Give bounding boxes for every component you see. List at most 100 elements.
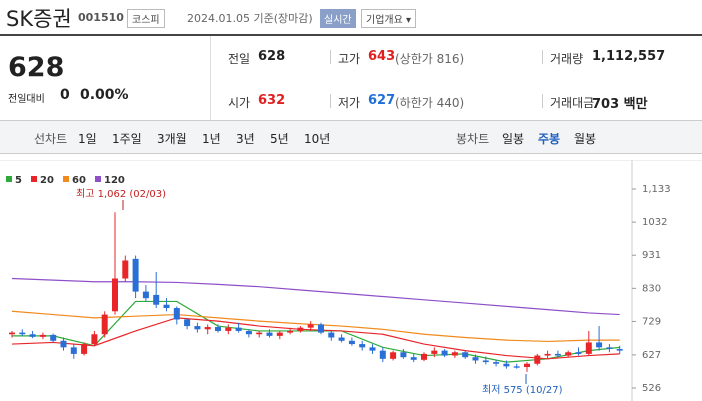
candle-body [390, 352, 397, 359]
company-button[interactable]: 기업개요 ▾ [361, 9, 416, 28]
candle-body [482, 360, 489, 363]
candle-body [534, 355, 541, 364]
candle-body [328, 332, 335, 338]
candle-body [410, 357, 417, 360]
change-pct: 0.00% [80, 87, 129, 103]
candle-body [318, 324, 324, 333]
tab[interactable]: 월봉 [574, 132, 597, 146]
candle-body [565, 352, 572, 356]
candle-body [338, 337, 345, 341]
y-tick-label: 729 [642, 316, 661, 327]
candle-body [369, 347, 376, 351]
candle-body [307, 324, 314, 328]
y-tick-label: 526 [642, 383, 661, 394]
candle-body [173, 308, 180, 320]
tab[interactable]: 5년 [270, 132, 289, 146]
tab[interactable]: 3개월 [157, 132, 187, 146]
candle-body [70, 347, 77, 354]
stat-note: (상한가 816) [395, 52, 465, 66]
y-tick-label: 931 [642, 250, 661, 261]
candle-body [348, 340, 355, 345]
market-badge: 코스피 [127, 9, 165, 28]
header: SK증권 001510 코스피 2024.01.05 기준(장마감) 실시간 기… [0, 0, 702, 36]
tab-label: 봉차트 [456, 132, 490, 146]
divider [330, 50, 331, 64]
legend-label: 20 [40, 175, 54, 186]
date: 2024.01.05 기준(장마감) [187, 12, 313, 25]
candle-body [441, 350, 448, 356]
candle-body [596, 342, 603, 348]
live-button[interactable]: 실시간 [320, 9, 356, 28]
candle-body [544, 353, 551, 356]
candle-body [194, 326, 201, 330]
candle-body [421, 353, 427, 360]
candle-body [19, 332, 26, 335]
stock-code: 001510 [78, 11, 124, 24]
candle-body [359, 344, 366, 348]
candle-body [132, 258, 139, 292]
candle-body [112, 278, 118, 312]
candle-body [235, 327, 242, 331]
change-label: 전일대비 [8, 94, 45, 105]
stat-value: 628 [258, 49, 286, 64]
chart: 526 627 729 830 931 1032 1,133 5 20 60 120 최고 1,062… [0, 160, 702, 401]
candle-body [575, 352, 582, 354]
stat-label: 거래량 [550, 52, 584, 66]
legend-swatch [95, 176, 101, 182]
candle-body [266, 332, 273, 336]
stat-label: 전일 [228, 52, 251, 66]
stat-label: 시가 [228, 96, 251, 110]
candle-body [9, 332, 15, 335]
candle-body [493, 362, 500, 364]
divider [210, 36, 211, 120]
candle-body [122, 260, 129, 279]
candle-body [606, 347, 613, 349]
candle-body [503, 363, 510, 367]
candle-body [29, 334, 36, 337]
candle-body [215, 327, 221, 331]
tab[interactable]: 1일 [78, 132, 97, 146]
annotation: 최저 575 (10/27) [482, 384, 563, 396]
legend-label: 5 [15, 175, 22, 186]
candle-body [287, 330, 294, 333]
divider [542, 50, 543, 64]
tab[interactable]: 주봉 [538, 132, 561, 146]
legend-swatch [6, 176, 12, 182]
stat-value: 1,112,557 [592, 49, 666, 64]
annotation: 최고 1,062 (02/03) [76, 188, 166, 200]
candle-body [379, 350, 386, 359]
tab[interactable]: 10년 [304, 132, 331, 146]
candle-body [431, 350, 438, 354]
candle-body [513, 366, 520, 368]
tab-label: 선차트 [34, 132, 68, 146]
tab[interactable]: 3년 [236, 132, 255, 146]
moving-average [11, 277, 620, 316]
candle-body [585, 342, 592, 354]
candle-body [204, 327, 211, 330]
legend-swatch [31, 176, 37, 182]
candle-body [142, 291, 149, 299]
candle-body [50, 334, 57, 341]
divider [542, 94, 543, 108]
candle-body [616, 348, 623, 351]
stat-value: 703 백만 [592, 97, 648, 112]
candle-body [101, 314, 108, 335]
stat-value: 643 [368, 49, 396, 64]
stat-value: 627 [368, 93, 396, 108]
candle-body [184, 319, 191, 327]
candle-body [472, 357, 479, 361]
legend-swatch [63, 176, 69, 182]
y-tick-label: 1032 [642, 217, 667, 228]
tab[interactable]: 일봉 [502, 132, 525, 146]
legend-label: 60 [72, 175, 86, 186]
tab[interactable]: 1주일 [112, 132, 142, 146]
candle-body [163, 304, 170, 309]
candle-body [554, 353, 561, 356]
tab[interactable]: 1년 [202, 132, 221, 146]
candle-body [245, 330, 252, 335]
y-tick-label: 830 [642, 283, 661, 294]
stock-name: SK증권 [6, 7, 72, 31]
divider [330, 94, 331, 108]
candle-body [276, 332, 283, 336]
